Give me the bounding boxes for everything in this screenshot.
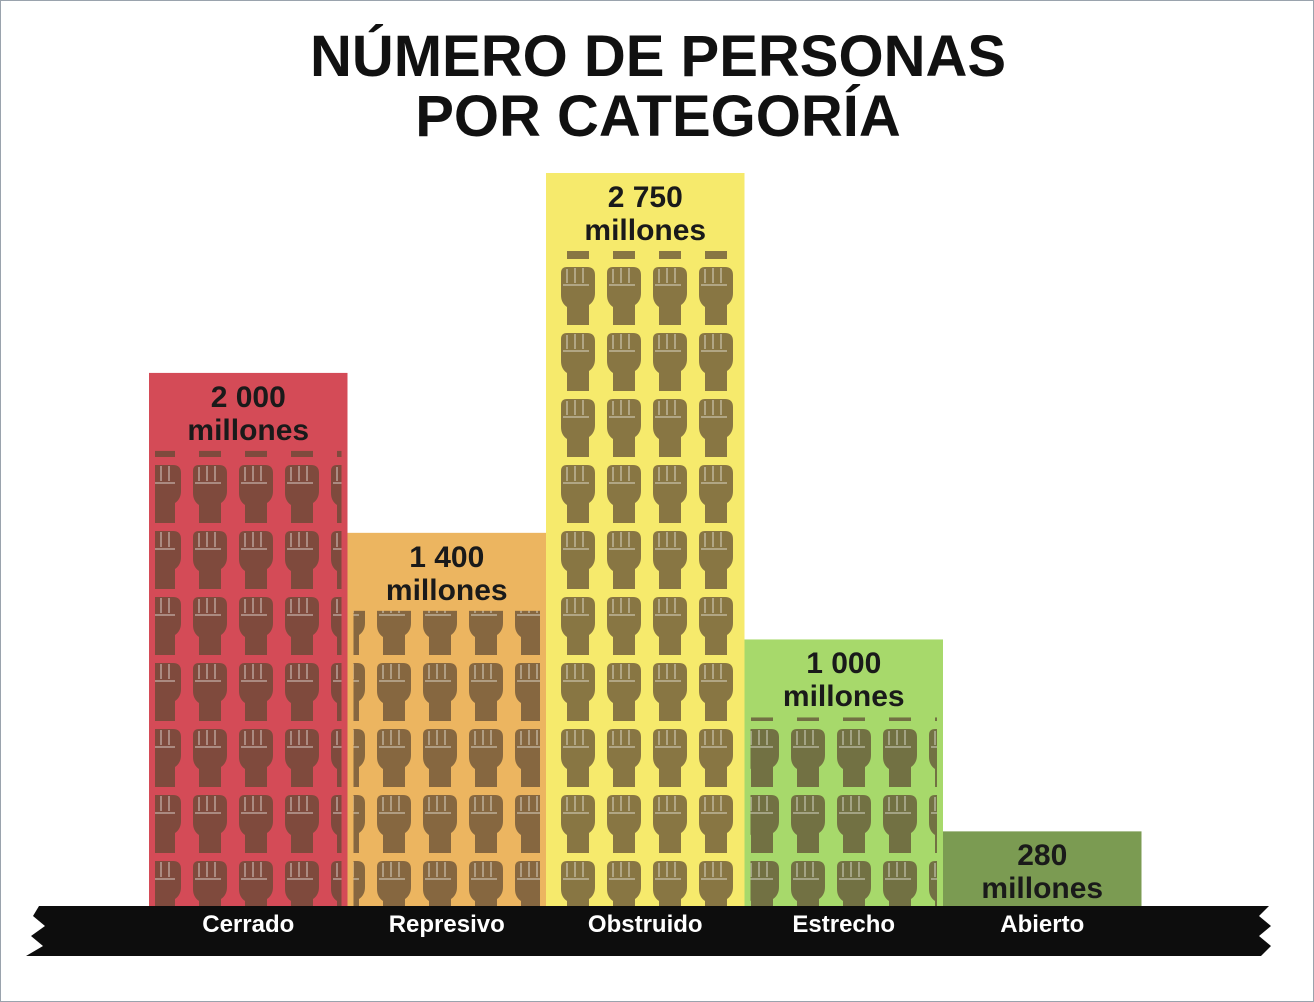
value-label: 2 000 millones	[187, 380, 310, 447]
fist-icons	[155, 450, 342, 906]
fist-icons	[552, 251, 739, 906]
x-tick-label: Cerrado	[202, 911, 295, 938]
x-tick-label: Represivo	[388, 911, 505, 938]
x-tick-label: Abierto	[1000, 911, 1085, 938]
value-label: 1 000 millones	[782, 647, 905, 714]
value-label: 2 750 millones	[584, 181, 707, 247]
fist-icons	[353, 610, 540, 906]
value-label: 280 millones	[981, 839, 1104, 906]
baseline-ribbon	[26, 906, 1271, 956]
bar	[943, 831, 1142, 906]
chart-title: NÚMERO DE PERSONAS POR CATEGORÍA	[309, 24, 1007, 149]
x-tick-label: Estrecho	[792, 911, 896, 938]
x-tick-label: Obstruido	[587, 911, 703, 938]
value-label: 1 400 millones	[385, 540, 508, 607]
fist-icons	[750, 717, 937, 906]
